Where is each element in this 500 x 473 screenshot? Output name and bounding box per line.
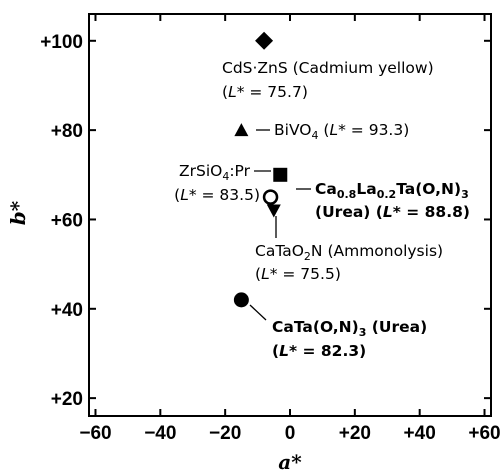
annotations: CdS·ZnS (Cadmium yellow) (L* = 75.7) BiV… <box>174 59 470 360</box>
y-tick-label: +40 <box>51 300 83 321</box>
data-point-square <box>273 167 288 182</box>
data-point-triangle-down <box>266 204 281 218</box>
x-tick-label: −60 <box>79 423 111 444</box>
data-point-circle-open <box>262 189 279 205</box>
label-catan: CaTa(O,N)3 (Urea) <box>272 318 427 339</box>
label-zrsio4: ZrSiO4:Pr <box>179 162 251 183</box>
data-point-circle <box>233 292 249 308</box>
label-catao2n: CaTaO2N (Ammonolysis) <box>255 242 443 263</box>
x-tick-label: −40 <box>144 423 176 444</box>
x-axis-title: a* <box>278 450 302 473</box>
label-cds-zns: CdS·ZnS (Cadmium yellow) <box>222 59 434 77</box>
y-tick-label: +100 <box>40 32 83 53</box>
data-point-triangle-up <box>234 123 249 137</box>
y-tick-label: +20 <box>51 389 83 410</box>
label-catao2n-lstar: (L* = 75.5) <box>255 265 341 283</box>
leader-catan <box>249 304 267 321</box>
label-zrsio4-lstar: (L* = 83.5) <box>174 186 260 204</box>
label-cds-zns-lstar: (L* = 75.7) <box>222 83 308 101</box>
y-axis-title: b* <box>6 200 30 225</box>
label-calata: Ca0.8La0.2Ta(O,N)3 <box>315 180 469 201</box>
x-tick-label: 0 <box>285 423 296 444</box>
x-tick-label: +40 <box>404 423 436 444</box>
label-catan-lstar: (L* = 82.3) <box>272 342 366 360</box>
x-tick-label: +20 <box>339 423 371 444</box>
label-calata-lstar: (Urea) (L* = 88.8) <box>315 203 470 221</box>
x-tick-label: −20 <box>209 423 241 444</box>
data-point-diamond <box>255 31 274 50</box>
y-tick-label: +80 <box>51 121 83 142</box>
y-tick-label: +60 <box>51 210 83 231</box>
x-tick-label: +60 <box>468 423 500 444</box>
label-bivo4: BiVO4 (L* = 93.3) <box>274 121 409 142</box>
